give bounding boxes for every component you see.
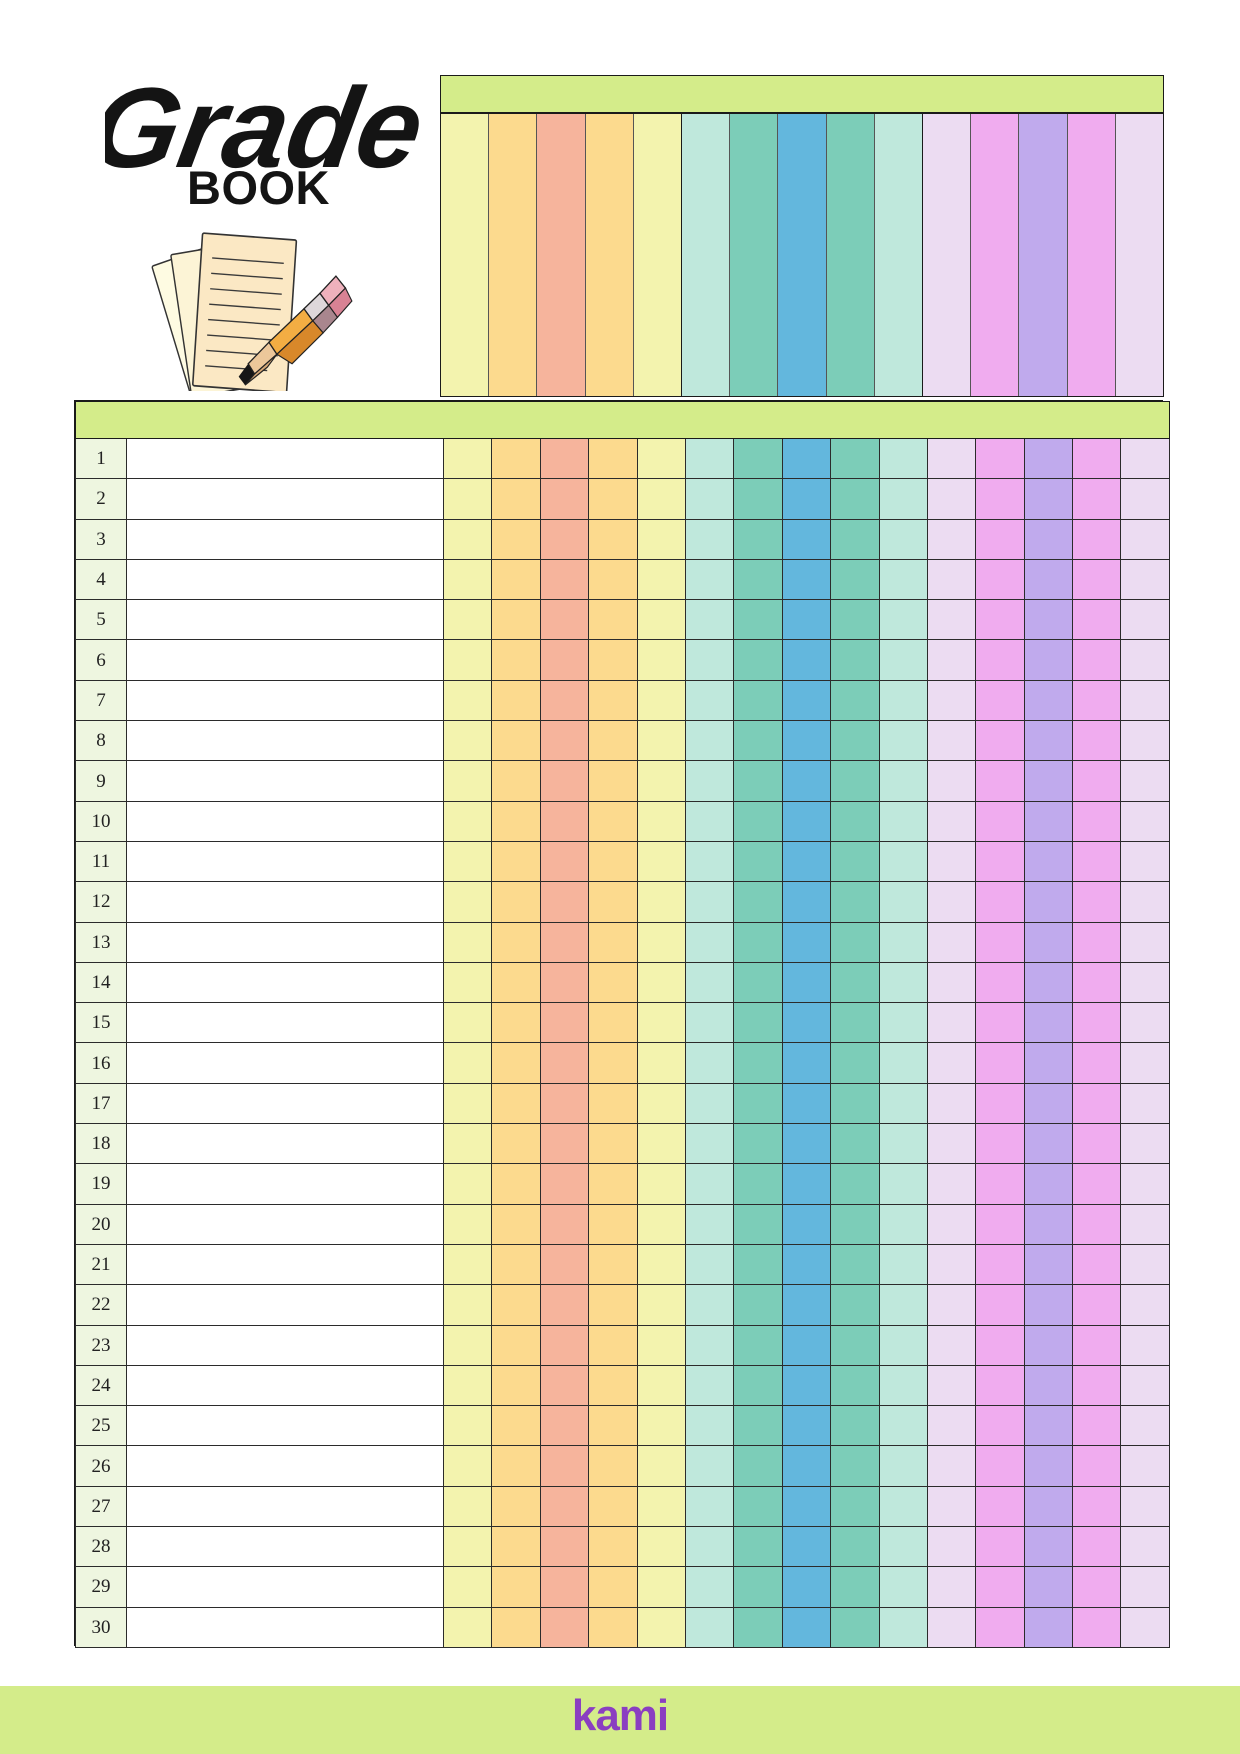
svg-text:kami: kami <box>572 1697 668 1740</box>
